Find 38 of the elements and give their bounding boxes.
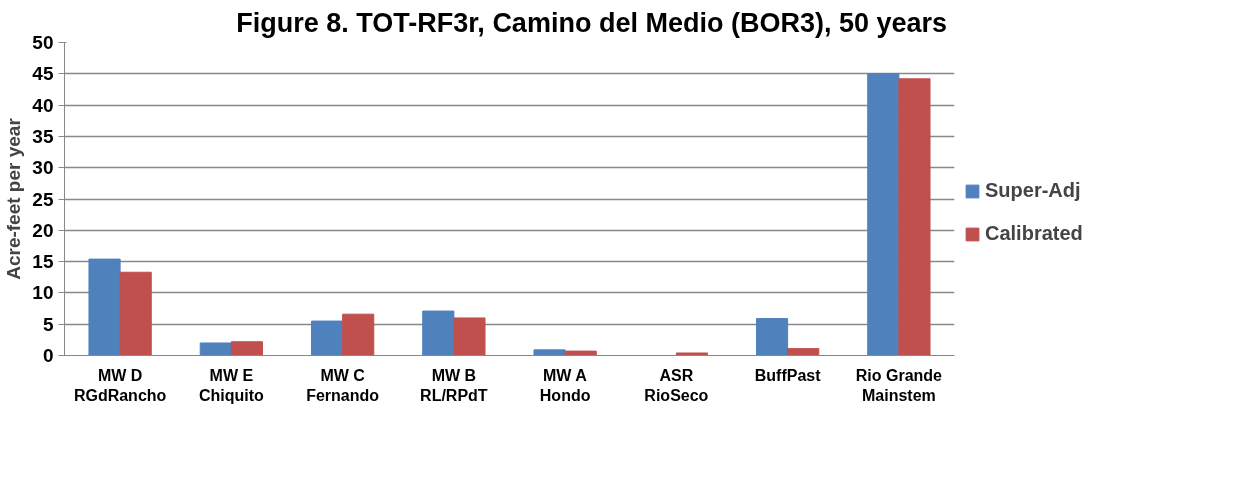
y-axis-title: Acre-feet per year bbox=[3, 117, 25, 280]
bar bbox=[119, 271, 152, 356]
y-tick-label: 35 bbox=[32, 125, 54, 147]
y-tick-label: 40 bbox=[32, 94, 54, 116]
y-tick-label: 30 bbox=[32, 157, 54, 179]
bar bbox=[199, 342, 232, 356]
bar bbox=[310, 320, 344, 356]
bar bbox=[867, 73, 900, 356]
y-tick-label: 10 bbox=[32, 282, 54, 304]
x-tick-label: MW D RGdRancho bbox=[73, 366, 167, 404]
bar bbox=[88, 258, 121, 356]
chart-title: Figure 8. TOT-RF3r, Camino del Medio (BOR3), 50 years bbox=[236, 7, 948, 38]
bar bbox=[898, 78, 931, 356]
bar bbox=[422, 310, 455, 356]
bar bbox=[453, 317, 486, 356]
bar bbox=[230, 341, 264, 356]
x-tick-label: MW E Chiquito bbox=[198, 366, 265, 404]
x-tick-label: MW B RL/RPdT bbox=[420, 366, 488, 404]
x-tick-label: Rio Grande Mainstem bbox=[855, 366, 943, 404]
x-tick-label: ASR RioSeco bbox=[644, 366, 709, 404]
y-tick-label: 45 bbox=[32, 63, 54, 85]
x-tick-label: BuffPast bbox=[754, 366, 822, 384]
y-tick-label: 25 bbox=[32, 188, 54, 210]
bar bbox=[755, 318, 789, 356]
x-tick-label: MW A Hondo bbox=[539, 366, 591, 404]
y-tick-label: 0 bbox=[42, 345, 54, 366]
bar bbox=[675, 352, 709, 356]
y-tick-label: 15 bbox=[32, 251, 54, 273]
legend-label: Super-Adj bbox=[985, 179, 1081, 202]
bar bbox=[342, 313, 375, 356]
legend-label: Calibrated bbox=[985, 222, 1083, 245]
x-tick-label: MW C Fernando bbox=[306, 366, 380, 404]
bar bbox=[564, 350, 597, 356]
y-tick-label: 20 bbox=[32, 219, 54, 241]
y-tick-label: 5 bbox=[42, 313, 54, 335]
bar bbox=[787, 348, 820, 356]
y-tick-label: 50 bbox=[32, 32, 54, 53]
bar bbox=[533, 349, 566, 356]
